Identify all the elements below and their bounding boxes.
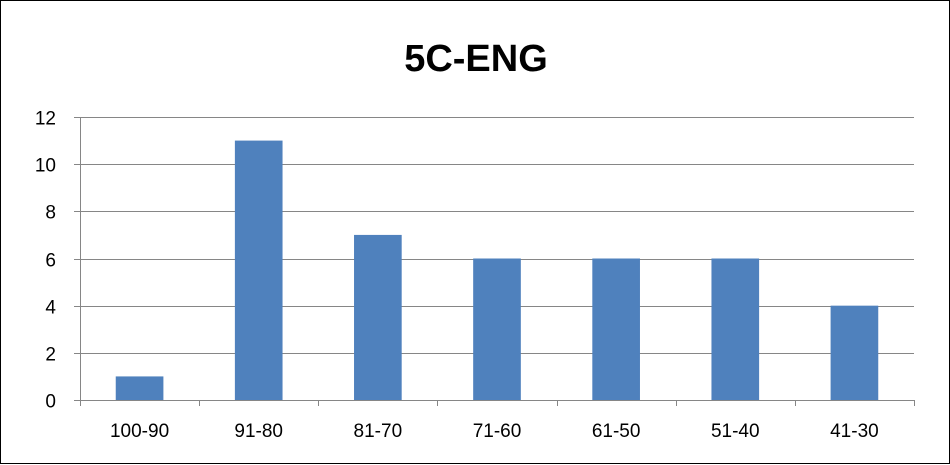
x-tick-label: 51-40	[711, 421, 760, 442]
bar-91-80	[234, 140, 283, 401]
x-axis-ticks: 100-90 91-80 81-70 71-60 61-50 51-40 41-30	[110, 421, 879, 442]
y-axis-ticks: 0 2 4 6 8 10 12	[35, 109, 57, 413]
x-tick-label: 100-90	[110, 421, 169, 442]
y-tick-label: 6	[45, 251, 56, 272]
bars	[115, 140, 879, 401]
y-tick-label: 12	[35, 109, 56, 130]
x-tick-label: 61-50	[592, 421, 641, 442]
axes	[74, 117, 915, 406]
y-tick-label: 0	[45, 392, 56, 413]
x-tick-label: 81-70	[354, 421, 403, 442]
x-tick-label: 41-30	[830, 421, 879, 442]
bar-100-90	[115, 376, 164, 400]
y-tick-label: 4	[45, 298, 56, 319]
y-tick-label: 10	[35, 156, 56, 177]
bar-51-40	[711, 258, 760, 400]
bar-71-60	[473, 258, 521, 400]
bar-61-50	[592, 258, 640, 400]
x-tick-label: 71-60	[473, 421, 522, 442]
y-tick-label: 8	[45, 203, 56, 224]
x-tick-label: 91-80	[234, 421, 283, 442]
bar-41-30	[830, 305, 879, 400]
y-tick-label: 2	[45, 345, 56, 366]
bar-81-70	[354, 234, 402, 400]
chart-title: 5C-ENG	[404, 38, 548, 80]
